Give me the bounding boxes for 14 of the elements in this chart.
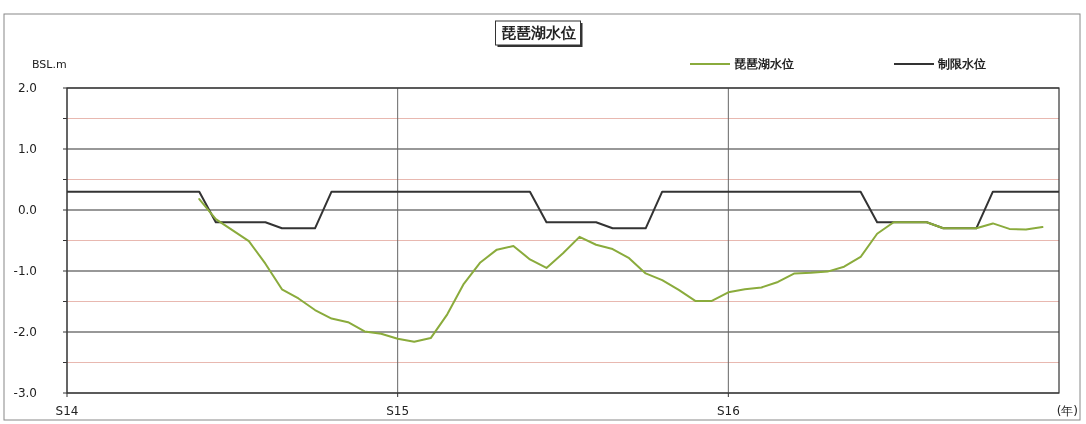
y-axis-title: BSL.m: [32, 58, 67, 71]
x-axis-title: (年): [1056, 404, 1078, 418]
y-tick-label: 2.0: [17, 81, 37, 95]
x-tick-label: S14: [55, 404, 79, 418]
y-tick-label: -3.0: [13, 386, 37, 400]
chart-title: 琵琶湖水位: [500, 24, 576, 42]
y-tick-label: 0.0: [17, 203, 37, 217]
x-tick-label: S16: [716, 404, 740, 418]
y-tick-label: 1.0: [17, 142, 37, 156]
x-tick-label: S15: [386, 404, 410, 418]
legend-label: 琵琶湖水位: [734, 57, 794, 71]
y-tick-label: -1.0: [13, 264, 37, 278]
y-tick-label: -2.0: [13, 325, 37, 339]
legend-label: 制限水位: [937, 57, 986, 71]
